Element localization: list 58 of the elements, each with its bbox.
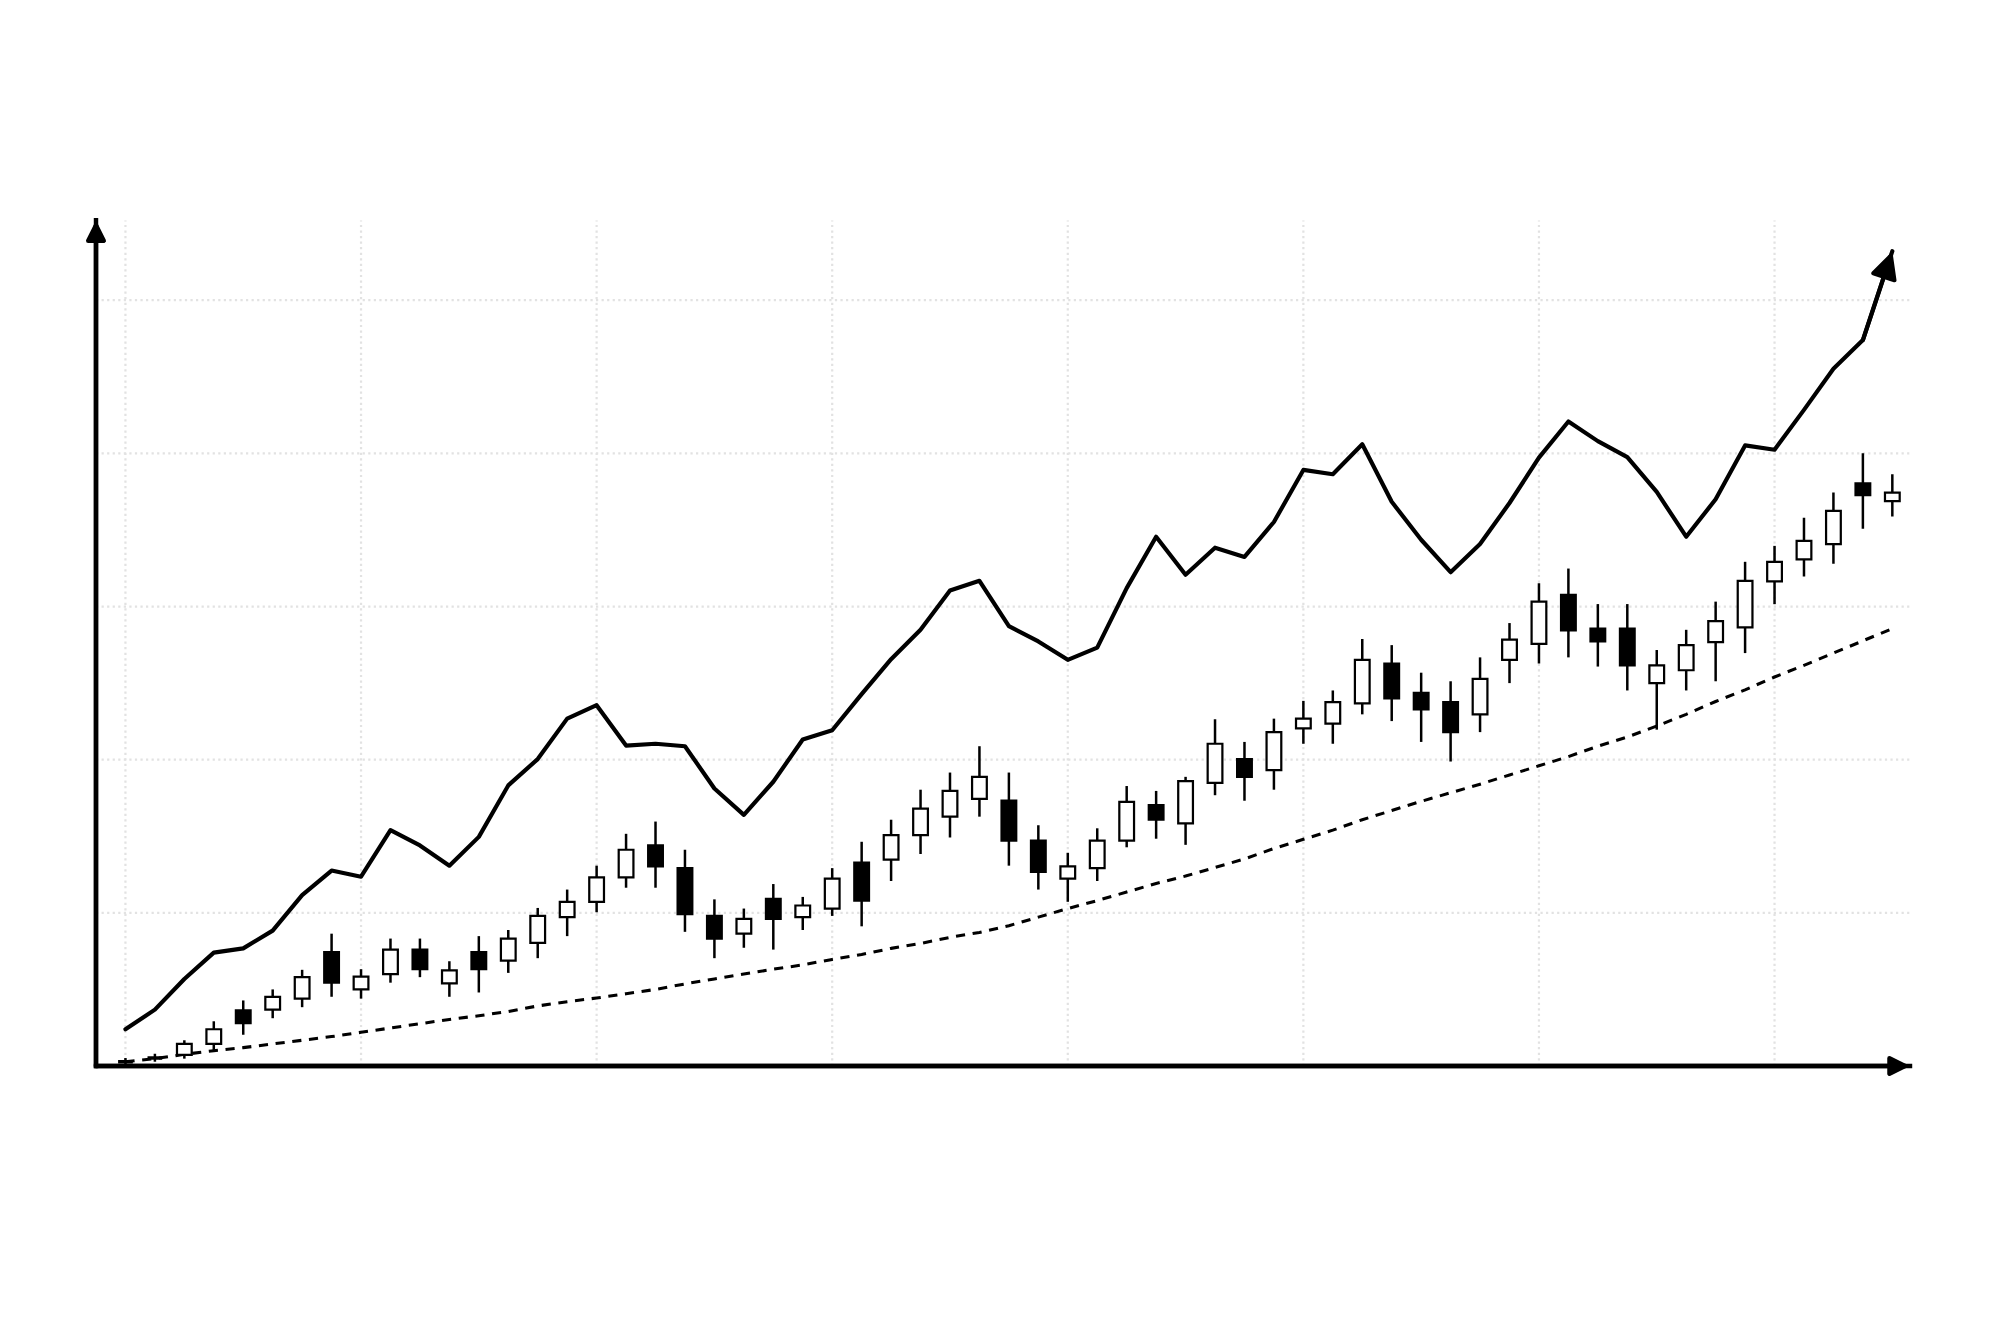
candlestick — [1530, 582, 1548, 665]
candlestick — [823, 866, 841, 918]
candlestick — [1236, 740, 1253, 802]
candlestick — [234, 999, 252, 1037]
candlestick — [1677, 628, 1695, 692]
candlestick — [1766, 544, 1784, 606]
candlestick — [647, 820, 664, 889]
candlestick — [588, 864, 606, 914]
candlestick — [705, 898, 723, 960]
candlestick — [411, 937, 429, 979]
candlestick — [617, 832, 635, 889]
candlestick — [1854, 452, 1872, 530]
candlestick — [794, 895, 812, 932]
candlestick — [1383, 643, 1401, 723]
candlestick — [529, 906, 547, 960]
candlestick — [205, 1020, 223, 1052]
candlestick — [1471, 656, 1489, 734]
candlestick — [1589, 602, 1607, 668]
candlestick — [912, 788, 930, 856]
candlestick — [882, 818, 900, 883]
candlestick — [1147, 789, 1165, 840]
candlestick — [1029, 823, 1047, 891]
candlestick — [1795, 516, 1813, 578]
candlestick — [1824, 491, 1842, 565]
candlestick — [499, 928, 517, 975]
candlestick — [1118, 784, 1136, 849]
candlestick — [1559, 567, 1577, 659]
candlestick — [1059, 851, 1077, 904]
candlestick — [293, 968, 311, 1009]
candlestick — [1707, 600, 1725, 683]
candlestick — [735, 907, 753, 950]
candlestick — [470, 934, 488, 994]
candlestick — [323, 932, 341, 999]
candlestick — [382, 937, 399, 984]
candlestick — [1353, 637, 1371, 716]
candlestick — [1883, 472, 1901, 518]
candlestick — [941, 771, 959, 839]
candlestick — [1294, 699, 1312, 746]
candlestick — [1265, 717, 1283, 791]
candlestick — [764, 882, 782, 951]
candlestick — [558, 888, 576, 938]
candlestick — [970, 744, 988, 818]
candlestick — [440, 959, 458, 999]
candlestick — [1618, 602, 1636, 692]
candlestick — [1206, 718, 1224, 797]
candlestick — [853, 840, 871, 928]
candlestick — [1177, 775, 1195, 847]
candlestick — [352, 967, 370, 1000]
candlestick — [1088, 827, 1106, 883]
candlestick — [1000, 771, 1018, 867]
candlestick — [1324, 689, 1342, 746]
candlestick — [1648, 648, 1666, 731]
candlestick — [1412, 671, 1430, 744]
candlestick — [676, 848, 694, 934]
candlestick — [264, 988, 282, 1020]
candlestick — [1501, 621, 1518, 685]
candlestick — [1442, 680, 1460, 763]
candlestick — [1736, 560, 1754, 655]
